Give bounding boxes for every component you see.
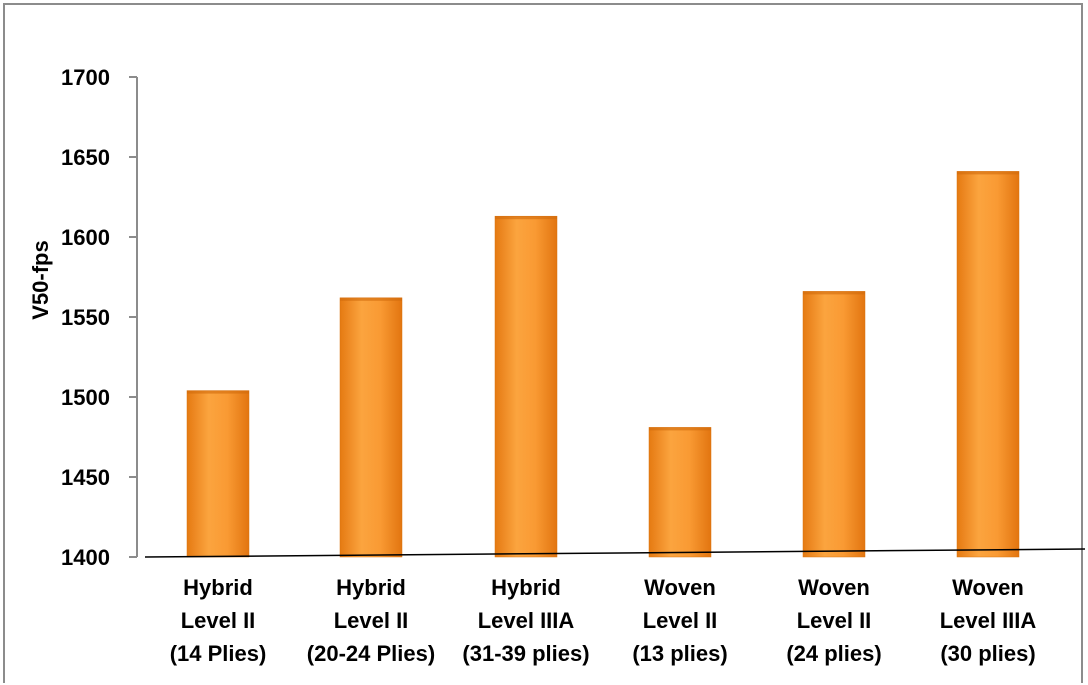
x-tick-label-line: Level II <box>643 608 718 633</box>
y-tick-label: 1450 <box>61 465 110 490</box>
x-tick-label-line: Woven <box>798 575 870 600</box>
x-tick-label: Hybrid Level IIIA (31-39 plies) <box>462 575 589 666</box>
bar-top-edge <box>340 297 402 301</box>
x-tick-label: Hybrid Level II (20-24 Plies) <box>307 575 435 666</box>
x-tick-label-line: Hybrid <box>183 575 253 600</box>
bar <box>186 390 250 558</box>
bar <box>339 297 403 558</box>
y-tick-label: 1500 <box>61 385 110 410</box>
bar-top-edge <box>957 171 1019 175</box>
x-tick-label-line: (14 Plies) <box>170 641 267 666</box>
y-tick-label: 1550 <box>61 305 110 330</box>
x-tick-label: Hybrid Level II (14 Plies) <box>170 575 267 666</box>
chart-frame: 1400 1450 1500 1550 1600 1650 1700 Hybrid Level… <box>3 3 1085 683</box>
bar <box>956 171 1020 558</box>
x-tick-label: Woven Level IIIA (30 plies) <box>940 575 1037 666</box>
x-tick-label-line: Woven <box>952 575 1024 600</box>
y-tick-label: 1650 <box>61 145 110 170</box>
y-tick-label: 1600 <box>61 225 110 250</box>
x-axis: Hybrid Level II (14 Plies) Hybrid Level II (2… <box>144 548 1085 666</box>
y-axis: 1400 1450 1500 1550 1600 1650 1700 <box>61 65 138 570</box>
y-tick-label: 1700 <box>61 65 110 90</box>
x-tick-label-line: (13 plies) <box>632 641 727 666</box>
x-tick-label: Woven Level II (24 plies) <box>786 575 881 666</box>
bar-top-edge <box>803 291 865 295</box>
x-tick-label-line: Level II <box>797 608 872 633</box>
x-tick-label: Woven Level II (13 plies) <box>632 575 727 666</box>
x-tick-label-line: Level II <box>334 608 409 633</box>
bars <box>186 171 1020 558</box>
bar <box>648 427 712 558</box>
x-tick-label-line: Hybrid <box>336 575 406 600</box>
x-tick-label-line: Level IIIA <box>940 608 1037 633</box>
x-tick-label-line: (24 plies) <box>786 641 881 666</box>
x-tick-label-line: Level IIIA <box>478 608 575 633</box>
bar-top-edge <box>649 427 711 431</box>
x-tick-label-line: (31-39 plies) <box>462 641 589 666</box>
x-tick-label-line: Woven <box>644 575 716 600</box>
bar-top-edge <box>187 390 249 394</box>
x-tick-label-line: Level II <box>181 608 256 633</box>
bar-top-edge <box>495 216 557 220</box>
x-axis-line <box>144 548 1085 558</box>
bar <box>802 291 866 558</box>
x-tick-label-line: (30 plies) <box>940 641 1035 666</box>
bar <box>494 215 558 558</box>
bar-chart: 1400 1450 1500 1550 1600 1650 1700 Hybrid Level… <box>28 65 1085 666</box>
y-axis-title: V50-fps <box>28 240 53 319</box>
y-tick-label: 1400 <box>61 545 110 570</box>
x-tick-label-line: (20-24 Plies) <box>307 641 435 666</box>
x-tick-label-line: Hybrid <box>491 575 561 600</box>
